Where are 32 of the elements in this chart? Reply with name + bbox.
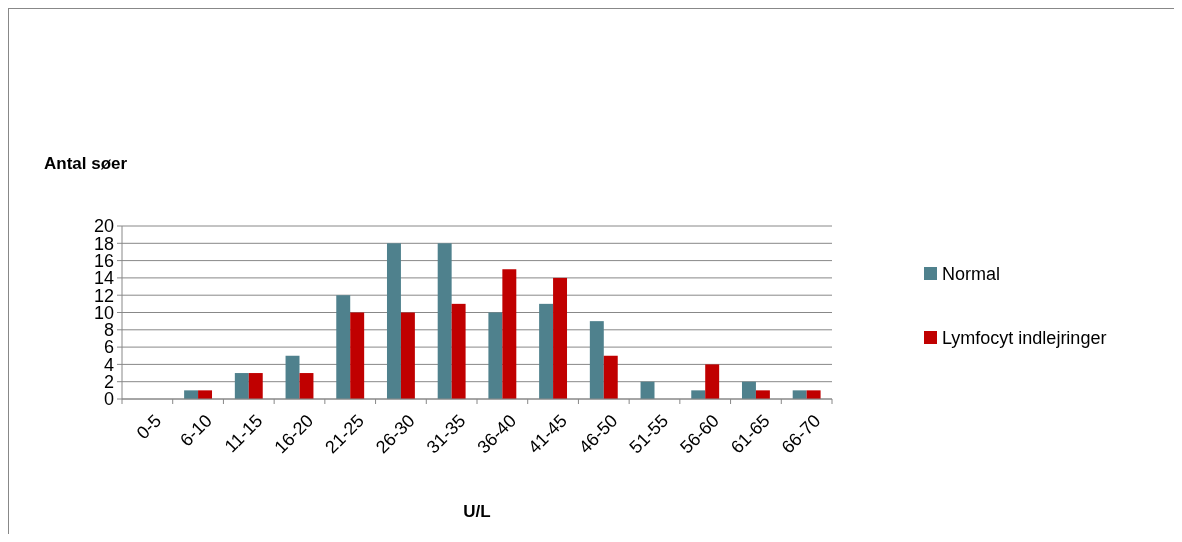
bar [705, 364, 720, 399]
x-tick-label: 0-5 [132, 410, 166, 444]
bar [184, 390, 199, 399]
bar [400, 312, 415, 399]
bar [691, 390, 706, 399]
legend-label: Lymfocyt indlejringer [942, 328, 1107, 349]
bar [234, 373, 249, 399]
x-axis-title: U/L [463, 502, 491, 521]
bar [603, 355, 618, 399]
bar [336, 295, 351, 399]
legend-label: Normal [942, 264, 1001, 285]
bar [806, 390, 821, 399]
bar [386, 243, 401, 399]
bar [539, 303, 554, 399]
bar [437, 243, 452, 399]
bar [198, 390, 213, 399]
y-tick-label: 2 [103, 372, 114, 392]
bar [755, 390, 770, 399]
bar [741, 381, 756, 399]
bar [350, 312, 365, 399]
y-axis-title: Antal søer [44, 154, 128, 173]
bar [285, 355, 300, 399]
bar [451, 303, 466, 399]
bar [640, 381, 655, 399]
y-tick-label: 0 [103, 389, 114, 410]
bar [299, 373, 314, 399]
bar [792, 390, 807, 399]
bar [553, 277, 568, 399]
bar [248, 373, 263, 399]
bar [488, 312, 503, 399]
bar [502, 269, 517, 399]
bar [589, 321, 604, 399]
